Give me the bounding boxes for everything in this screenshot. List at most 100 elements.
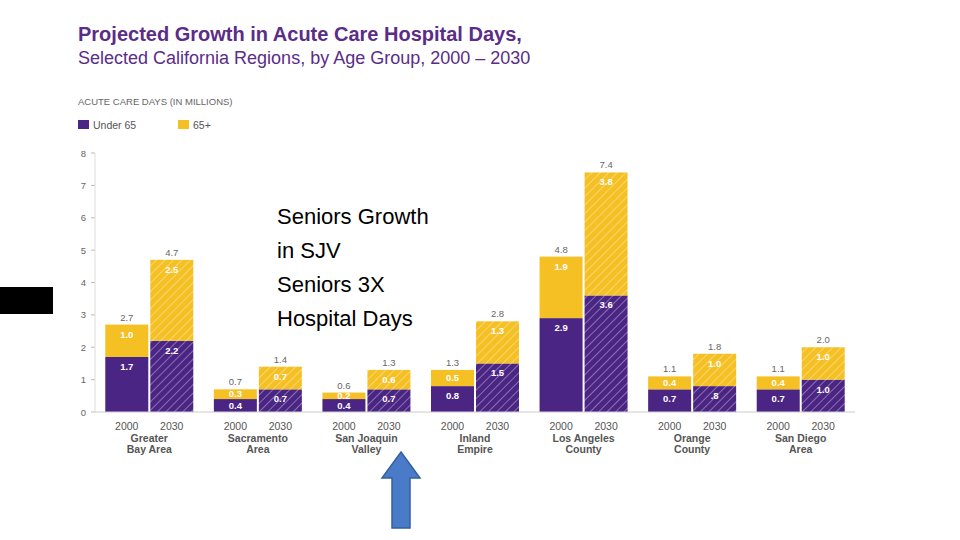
bar-segment — [105, 325, 148, 357]
y-tick — [91, 217, 95, 218]
total-label: 4.8 — [554, 244, 567, 255]
bar-segment — [476, 321, 519, 363]
total-label: 2.0 — [817, 334, 830, 345]
data-label: 1.0 — [817, 384, 830, 395]
bar-segment — [648, 376, 691, 389]
subtitle: Selected California Regions, by Age Grou… — [78, 48, 530, 68]
y-tick-label: 3 — [81, 309, 86, 320]
total-label: 1.3 — [382, 357, 395, 368]
data-label: 3.6 — [599, 299, 612, 310]
total-label: 0.7 — [229, 376, 242, 387]
data-label: 0.7 — [772, 393, 785, 404]
annotation: Seniors 3X — [277, 272, 385, 297]
y-tick — [91, 282, 95, 283]
x-tick-label: 2000 — [332, 420, 356, 432]
y-tick — [91, 347, 95, 348]
total-label: 4.7 — [165, 247, 178, 258]
data-label: 1.7 — [120, 361, 133, 372]
total-label: 1.8 — [708, 341, 721, 352]
data-label: 0.7 — [663, 393, 676, 404]
total-label: 1.1 — [772, 363, 785, 374]
bar-segment — [757, 389, 800, 412]
y-tick-label: 2 — [81, 342, 86, 353]
data-label: 1.5 — [491, 367, 505, 378]
group-label: County — [674, 443, 710, 455]
data-label: 0.4 — [229, 400, 243, 411]
total-label: 1.1 — [663, 363, 676, 374]
bar-segment — [367, 370, 410, 389]
data-label: 0.7 — [274, 371, 287, 382]
labels: 1.71.02.72.22.54.70.40.30.70.70.71.40.40… — [120, 159, 830, 410]
bar-segment — [367, 389, 410, 412]
bar-segment — [757, 376, 800, 389]
bar-segment — [150, 341, 193, 412]
total-label: 1.4 — [274, 354, 287, 365]
y-tick — [91, 185, 95, 186]
legend-swatch — [178, 120, 189, 129]
y-tick — [91, 314, 95, 315]
x-tick-label: 2000 — [224, 420, 248, 432]
y-tick — [91, 153, 95, 154]
x-tick-label: 2030 — [703, 420, 727, 432]
bar-segment — [585, 295, 628, 412]
y-tick-label: 6 — [81, 212, 86, 223]
y-tick-label: 0 — [81, 407, 86, 418]
title: Projected Growth in Acute Care Hospital … — [78, 23, 522, 45]
data-label: 3.8 — [599, 176, 612, 187]
bar-segment — [259, 389, 302, 412]
data-label: 2.9 — [554, 322, 567, 333]
legend-label: Under 65 — [93, 119, 136, 131]
data-label: 0.7 — [274, 393, 287, 404]
data-label: 1.0 — [708, 358, 721, 369]
data-label: 0.2 — [337, 390, 350, 401]
data-label: 2.2 — [165, 345, 178, 356]
x-tick-label: 2000 — [549, 420, 573, 432]
y-tick-label: 5 — [81, 245, 86, 256]
total-label: 7.4 — [599, 159, 612, 170]
y-tick — [91, 250, 95, 251]
y-tick-label: 7 — [81, 180, 86, 191]
group-label: Area — [789, 443, 813, 455]
bar-segment — [431, 370, 474, 386]
data-label: 0.4 — [772, 377, 786, 388]
bar-segment — [540, 257, 583, 319]
legend-swatch — [78, 120, 89, 129]
bar-segment — [693, 386, 736, 412]
y-tick-label: 8 — [81, 148, 86, 159]
x-tick-label: 2030 — [486, 420, 510, 432]
x-tick-label: 2030 — [269, 420, 293, 432]
group-label: Empire — [457, 443, 493, 455]
group-label: County — [565, 443, 601, 455]
y-tick — [91, 412, 95, 413]
bar-segment — [431, 386, 474, 412]
x-tick-label: 2000 — [115, 420, 139, 432]
total-label: 2.8 — [491, 308, 504, 319]
x-tick-label: 2030 — [812, 420, 836, 432]
bars — [105, 172, 844, 412]
data-label: 1.3 — [491, 325, 504, 336]
data-label: 0.8 — [446, 390, 459, 401]
bar-segment — [693, 354, 736, 386]
bar-segment — [802, 380, 845, 412]
bar-segment — [214, 399, 257, 412]
annotation: Hospital Days — [277, 306, 413, 331]
total-label: 2.7 — [120, 312, 133, 323]
bar-segment — [214, 389, 257, 399]
total-label: 1.3 — [446, 357, 459, 368]
bar-segment — [585, 172, 628, 295]
x-tick-label: 2000 — [658, 420, 682, 432]
group-label: Bay Area — [127, 443, 172, 455]
x-tick-label: 2000 — [441, 420, 465, 432]
x-tick-label: 2030 — [377, 420, 401, 432]
chart: Projected Growth in Acute Care Hospital … — [0, 0, 960, 540]
total-label: 0.6 — [337, 380, 350, 391]
data-label: 1.0 — [120, 329, 133, 340]
data-label: 0.3 — [229, 388, 242, 399]
black-box — [0, 287, 53, 314]
x-tick-label: 2030 — [594, 420, 618, 432]
y-tick-label: 1 — [81, 374, 86, 385]
data-label: 0.7 — [382, 393, 395, 404]
x-tick-label: 2000 — [767, 420, 791, 432]
data-label: 1.9 — [554, 261, 567, 272]
data-label: 0.6 — [382, 374, 395, 385]
